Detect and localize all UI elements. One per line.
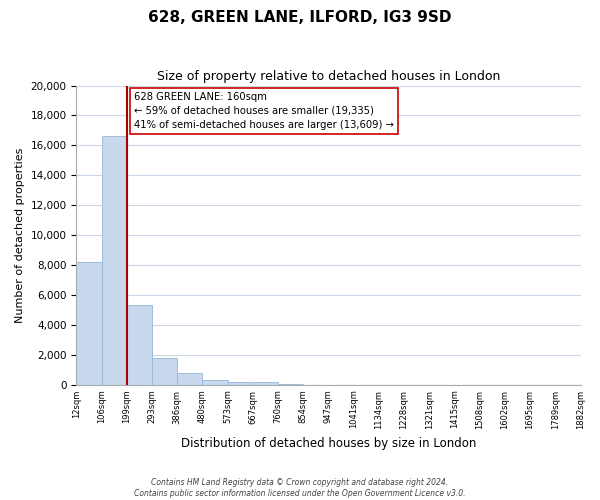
Bar <box>152 358 177 384</box>
Bar <box>76 262 101 384</box>
Bar <box>101 136 127 384</box>
Bar <box>202 380 227 384</box>
Bar <box>227 382 253 384</box>
Y-axis label: Number of detached properties: Number of detached properties <box>15 148 25 323</box>
Text: Contains HM Land Registry data © Crown copyright and database right 2024.
Contai: Contains HM Land Registry data © Crown c… <box>134 478 466 498</box>
Text: 628, GREEN LANE, ILFORD, IG3 9SD: 628, GREEN LANE, ILFORD, IG3 9SD <box>148 10 452 25</box>
Text: 628 GREEN LANE: 160sqm
← 59% of detached houses are smaller (19,335)
41% of semi: 628 GREEN LANE: 160sqm ← 59% of detached… <box>134 92 394 130</box>
Bar <box>177 374 202 384</box>
Title: Size of property relative to detached houses in London: Size of property relative to detached ho… <box>157 70 500 83</box>
X-axis label: Distribution of detached houses by size in London: Distribution of detached houses by size … <box>181 437 476 450</box>
Bar <box>253 382 278 384</box>
Bar <box>127 306 152 384</box>
